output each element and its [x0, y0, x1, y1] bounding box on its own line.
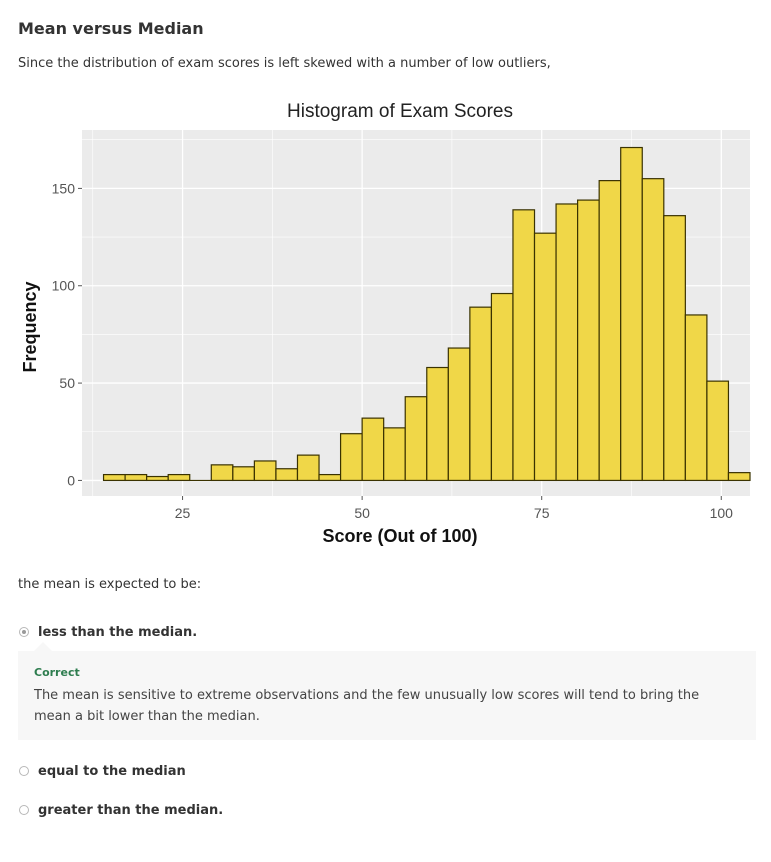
histogram-bar: [253, 460, 277, 482]
histogram-bar: [512, 209, 536, 482]
histogram-chart: 0 50 100 150 25 50 75 100 Histogram of Exam Sco…: [18, 94, 756, 552]
histogram-bar: [663, 215, 686, 482]
y-tick-label: 50: [59, 375, 75, 391]
y-tick-label: 0: [67, 472, 75, 488]
histogram-bar: [210, 464, 234, 482]
x-axis-label: Score (Out of 100): [322, 526, 477, 546]
histogram-bar: [361, 417, 385, 482]
histogram-bar: [684, 314, 708, 482]
feedback-status: Correct: [34, 666, 80, 679]
histogram-bar: [555, 203, 579, 482]
feedback-text: The mean is sensitive to extreme observa…: [34, 688, 700, 724]
histogram-svg: 0 50 100 150 25 50 75 100 Histogram of Exam Sco…: [20, 101, 751, 546]
x-tick-label: 50: [354, 505, 370, 521]
x-tick-label: 100: [710, 505, 734, 521]
histogram-bar: [339, 433, 363, 482]
x-tick-label: 25: [175, 505, 191, 521]
histogram-bar: [706, 380, 730, 482]
axes: 0 50 100 150 25 50 75 100: [52, 180, 734, 521]
y-axis-label: Frequency: [20, 281, 40, 372]
histogram-bar: [490, 292, 514, 482]
option-equal-to-median[interactable]: equal to the median: [18, 761, 186, 781]
feedback-panel: Correct The mean is sensitive to extreme…: [18, 642, 756, 740]
histogram-bar: [318, 473, 342, 482]
histogram-bar: [533, 232, 557, 482]
histogram-bar: [469, 306, 493, 482]
histogram-bar: [383, 427, 406, 482]
histogram-bar: [447, 347, 471, 482]
histogram-bar: [232, 466, 255, 482]
histogram-bar: [620, 146, 643, 482]
question-intro: Since the distribution of exam scores is…: [18, 56, 551, 71]
radio-button[interactable]: [19, 627, 29, 637]
x-tick-label: 75: [534, 505, 550, 521]
histogram-bar: [727, 472, 751, 482]
radio-button[interactable]: [19, 766, 29, 776]
feedback-caret: [34, 642, 52, 651]
question-title: Mean versus Median: [18, 19, 204, 38]
histogram-bar: [102, 473, 126, 482]
radio-button[interactable]: [19, 805, 29, 815]
histogram-bar: [641, 178, 665, 482]
histogram-bar: [167, 473, 191, 482]
chart-title: Histogram of Exam Scores: [287, 101, 513, 122]
option-greater-than-median[interactable]: greater than the median.: [18, 800, 223, 820]
histogram-bar: [296, 454, 320, 482]
histogram-bar: [146, 475, 169, 482]
option-label[interactable]: greater than the median.: [38, 802, 224, 818]
histogram-bar: [275, 468, 299, 482]
histogram-bar: [404, 396, 428, 482]
histogram-bar: [426, 366, 449, 482]
histogram-bar: [124, 473, 148, 482]
option-less-than-median[interactable]: less than the median.: [18, 622, 197, 642]
y-tick-label: 100: [52, 278, 76, 294]
histogram-bars: [102, 146, 751, 482]
histogram-bar: [577, 199, 600, 482]
histogram-bar: [598, 180, 622, 482]
y-tick-label: 150: [52, 180, 76, 196]
option-label[interactable]: less than the median.: [38, 624, 198, 640]
question-prompt: the mean is expected to be:: [18, 577, 202, 592]
option-label[interactable]: equal to the median: [38, 763, 186, 779]
